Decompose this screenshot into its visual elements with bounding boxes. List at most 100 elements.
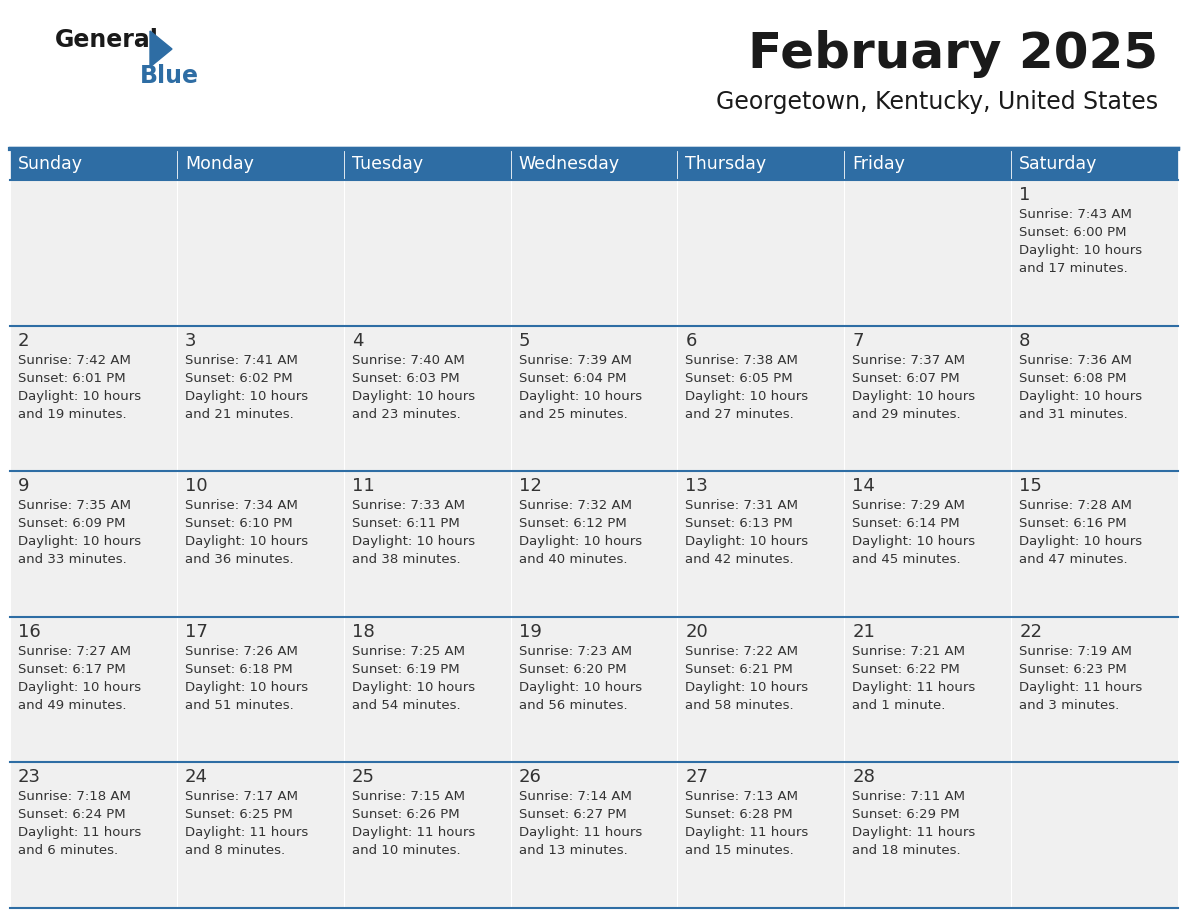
Text: Sunset: 6:13 PM: Sunset: 6:13 PM	[685, 517, 794, 531]
Text: and 58 minutes.: and 58 minutes.	[685, 699, 794, 711]
Bar	[10, 617, 177, 763]
Text: 11: 11	[352, 477, 374, 495]
Text: Sunset: 6:22 PM: Sunset: 6:22 PM	[852, 663, 960, 676]
Text: Daylight: 10 hours: Daylight: 10 hours	[1019, 244, 1143, 257]
Text: Daylight: 10 hours: Daylight: 10 hours	[18, 535, 141, 548]
Text: February 2025: February 2025	[748, 30, 1158, 78]
Text: Sunset: 6:10 PM: Sunset: 6:10 PM	[185, 517, 292, 531]
Text: Sunset: 6:11 PM: Sunset: 6:11 PM	[352, 517, 460, 531]
Text: Daylight: 10 hours: Daylight: 10 hours	[185, 681, 308, 694]
Text: Daylight: 10 hours: Daylight: 10 hours	[352, 535, 475, 548]
Text: 1: 1	[1019, 186, 1030, 204]
Text: 5: 5	[519, 331, 530, 350]
Bar	[177, 617, 343, 763]
Bar	[1011, 617, 1178, 763]
Text: 16: 16	[18, 622, 40, 641]
Bar	[343, 763, 511, 908]
Text: 10: 10	[185, 477, 208, 495]
Bar	[1011, 148, 1178, 180]
Text: Sunrise: 7:32 AM: Sunrise: 7:32 AM	[519, 499, 632, 512]
Text: Daylight: 10 hours: Daylight: 10 hours	[685, 681, 809, 694]
Text: Sunset: 6:12 PM: Sunset: 6:12 PM	[519, 517, 626, 531]
Bar	[343, 326, 511, 471]
Bar	[343, 148, 511, 180]
Text: Daylight: 11 hours: Daylight: 11 hours	[352, 826, 475, 839]
Polygon shape	[150, 31, 172, 67]
Text: 15: 15	[1019, 477, 1042, 495]
Bar	[343, 180, 511, 326]
Text: and 36 minutes.: and 36 minutes.	[185, 554, 293, 566]
Text: Sunrise: 7:34 AM: Sunrise: 7:34 AM	[185, 499, 298, 512]
Text: 28: 28	[852, 768, 876, 787]
Text: and 15 minutes.: and 15 minutes.	[685, 845, 795, 857]
Text: and 27 minutes.: and 27 minutes.	[685, 408, 795, 420]
Text: Sunrise: 7:27 AM: Sunrise: 7:27 AM	[18, 644, 131, 658]
Text: and 18 minutes.: and 18 minutes.	[852, 845, 961, 857]
Text: and 47 minutes.: and 47 minutes.	[1019, 554, 1127, 566]
Text: and 19 minutes.: and 19 minutes.	[18, 408, 127, 420]
Text: 19: 19	[519, 622, 542, 641]
Text: Tuesday: Tuesday	[352, 155, 423, 173]
Bar	[10, 763, 177, 908]
Text: 26: 26	[519, 768, 542, 787]
Bar	[511, 471, 677, 617]
Text: and 10 minutes.: and 10 minutes.	[352, 845, 460, 857]
Text: Daylight: 11 hours: Daylight: 11 hours	[1019, 681, 1143, 694]
Bar	[177, 326, 343, 471]
Text: 17: 17	[185, 622, 208, 641]
Text: Sunset: 6:20 PM: Sunset: 6:20 PM	[519, 663, 626, 676]
Bar	[511, 180, 677, 326]
Text: Sunset: 6:08 PM: Sunset: 6:08 PM	[1019, 372, 1126, 385]
Text: Daylight: 10 hours: Daylight: 10 hours	[685, 535, 809, 548]
Text: Friday: Friday	[852, 155, 905, 173]
Bar	[10, 326, 177, 471]
Text: Sunrise: 7:35 AM: Sunrise: 7:35 AM	[18, 499, 131, 512]
Bar	[1011, 180, 1178, 326]
Bar	[10, 180, 177, 326]
Text: Wednesday: Wednesday	[519, 155, 620, 173]
Text: and 38 minutes.: and 38 minutes.	[352, 554, 460, 566]
Text: and 1 minute.: and 1 minute.	[852, 699, 946, 711]
Bar	[1011, 763, 1178, 908]
Text: Sunrise: 7:33 AM: Sunrise: 7:33 AM	[352, 499, 465, 512]
Text: Monday: Monday	[185, 155, 254, 173]
Bar	[511, 326, 677, 471]
Text: Sunrise: 7:31 AM: Sunrise: 7:31 AM	[685, 499, 798, 512]
Text: Sunset: 6:09 PM: Sunset: 6:09 PM	[18, 517, 126, 531]
Text: Sunset: 6:28 PM: Sunset: 6:28 PM	[685, 809, 794, 822]
Text: Daylight: 11 hours: Daylight: 11 hours	[519, 826, 642, 839]
Text: Thursday: Thursday	[685, 155, 766, 173]
Bar	[177, 180, 343, 326]
Text: Sunset: 6:19 PM: Sunset: 6:19 PM	[352, 663, 460, 676]
Text: Sunset: 6:00 PM: Sunset: 6:00 PM	[1019, 226, 1126, 239]
Text: Sunset: 6:23 PM: Sunset: 6:23 PM	[1019, 663, 1127, 676]
Text: Daylight: 11 hours: Daylight: 11 hours	[685, 826, 809, 839]
Text: Daylight: 11 hours: Daylight: 11 hours	[852, 681, 975, 694]
Text: General: General	[55, 28, 159, 52]
Text: Daylight: 11 hours: Daylight: 11 hours	[852, 826, 975, 839]
Text: Sunrise: 7:36 AM: Sunrise: 7:36 AM	[1019, 353, 1132, 366]
Text: 4: 4	[352, 331, 364, 350]
Text: and 8 minutes.: and 8 minutes.	[185, 845, 285, 857]
Text: and 42 minutes.: and 42 minutes.	[685, 554, 794, 566]
Text: Sunset: 6:29 PM: Sunset: 6:29 PM	[852, 809, 960, 822]
Text: Sunset: 6:01 PM: Sunset: 6:01 PM	[18, 372, 126, 385]
Text: 14: 14	[852, 477, 876, 495]
Text: Sunset: 6:17 PM: Sunset: 6:17 PM	[18, 663, 126, 676]
Text: Daylight: 10 hours: Daylight: 10 hours	[519, 535, 642, 548]
Text: 9: 9	[18, 477, 30, 495]
Bar	[177, 148, 343, 180]
Text: Sunrise: 7:14 AM: Sunrise: 7:14 AM	[519, 790, 632, 803]
Text: Sunrise: 7:23 AM: Sunrise: 7:23 AM	[519, 644, 632, 658]
Bar	[677, 326, 845, 471]
Text: 25: 25	[352, 768, 374, 787]
Text: and 54 minutes.: and 54 minutes.	[352, 699, 460, 711]
Text: Daylight: 10 hours: Daylight: 10 hours	[185, 389, 308, 403]
Text: and 3 minutes.: and 3 minutes.	[1019, 699, 1119, 711]
Text: Sunset: 6:27 PM: Sunset: 6:27 PM	[519, 809, 626, 822]
Text: 20: 20	[685, 622, 708, 641]
Bar	[845, 763, 1011, 908]
Text: and 23 minutes.: and 23 minutes.	[352, 408, 461, 420]
Text: and 33 minutes.: and 33 minutes.	[18, 554, 127, 566]
Bar	[677, 617, 845, 763]
